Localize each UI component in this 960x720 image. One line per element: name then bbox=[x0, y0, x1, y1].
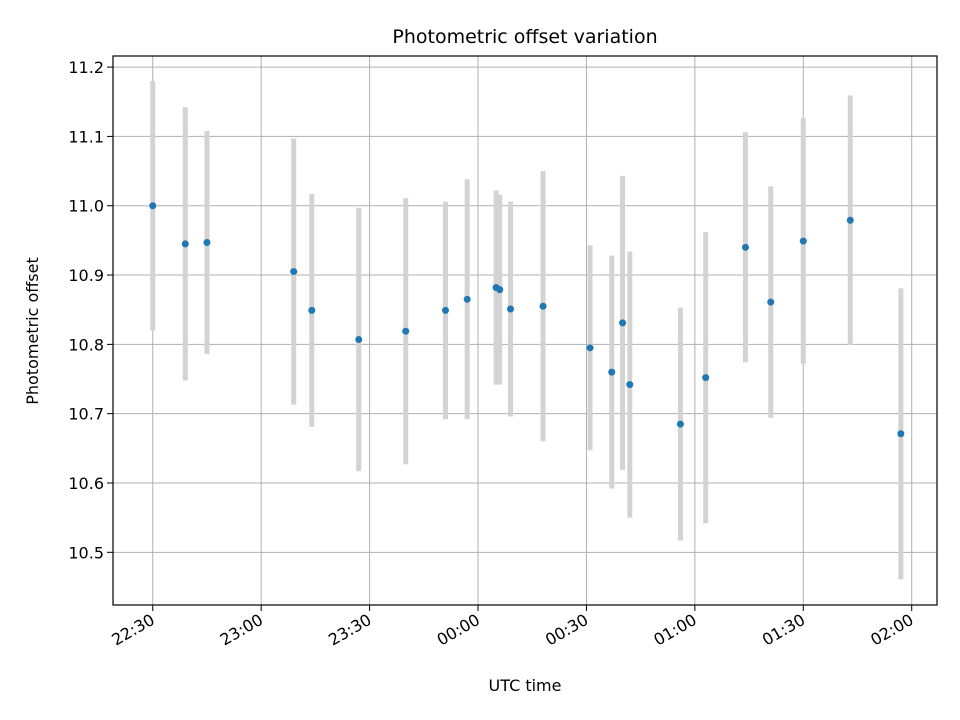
data-point bbox=[799, 237, 807, 245]
data-point bbox=[846, 216, 854, 224]
data-point bbox=[402, 327, 410, 335]
data-point bbox=[496, 286, 504, 294]
data-point bbox=[702, 374, 710, 382]
data-points bbox=[149, 202, 905, 438]
data-point bbox=[308, 306, 316, 314]
data-point bbox=[676, 420, 684, 428]
y-tick-label: 10.6 bbox=[68, 474, 104, 493]
plot-frame bbox=[112, 55, 938, 606]
y-tick-label: 11.1 bbox=[68, 127, 104, 146]
data-point bbox=[507, 305, 515, 313]
data-point bbox=[149, 202, 157, 210]
y-tick-label: 11.0 bbox=[68, 197, 104, 216]
data-point bbox=[608, 368, 616, 376]
data-point bbox=[539, 302, 547, 310]
chart-title: Photometric offset variation bbox=[392, 26, 657, 48]
y-tick-label: 10.9 bbox=[68, 266, 104, 285]
data-point bbox=[441, 306, 449, 314]
data-point bbox=[290, 268, 298, 276]
y-tick-label: 10.5 bbox=[68, 543, 104, 562]
data-point bbox=[181, 240, 189, 248]
data-point bbox=[355, 336, 363, 344]
data-point bbox=[619, 319, 627, 327]
y-axis-title: Photometric offset bbox=[23, 257, 42, 405]
data-point bbox=[626, 381, 634, 389]
data-point bbox=[741, 243, 749, 251]
y-tick-label: 11.2 bbox=[68, 58, 104, 77]
y-tick-label: 10.8 bbox=[68, 335, 104, 354]
data-point bbox=[767, 298, 775, 306]
grid bbox=[113, 56, 937, 605]
data-point bbox=[463, 295, 471, 303]
data-point bbox=[897, 430, 905, 438]
data-point bbox=[203, 238, 211, 246]
y-axis: 10.5 10.6 10.7 10.8 10.9 11.0 11.1 11.2 bbox=[68, 58, 113, 562]
x-axis-title: UTC time bbox=[489, 676, 562, 695]
y-tick-label: 10.7 bbox=[68, 405, 104, 424]
data-point bbox=[586, 344, 594, 352]
